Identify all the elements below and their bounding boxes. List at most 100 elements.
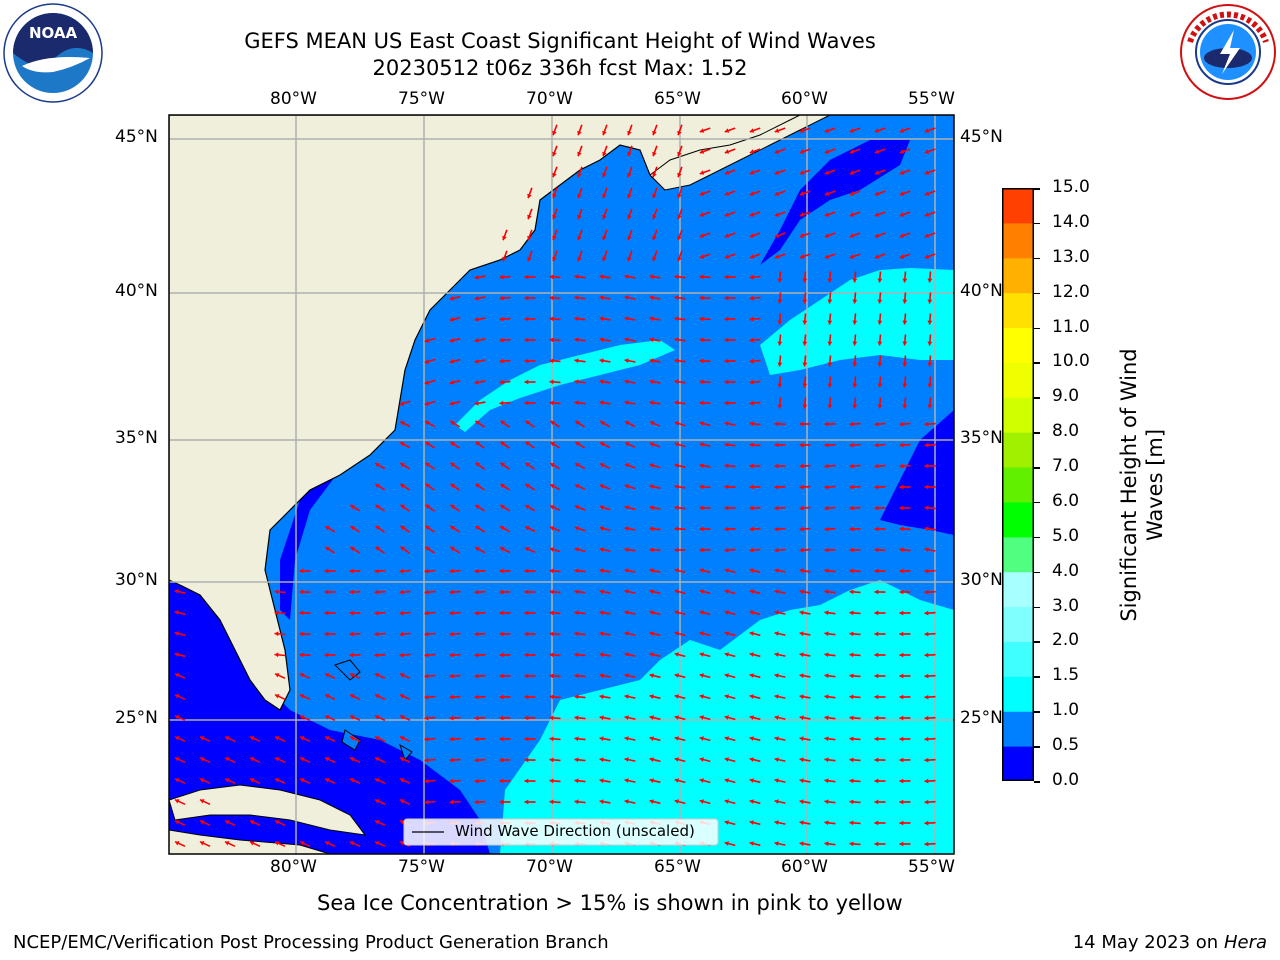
wind-wave-arrowhead — [524, 757, 529, 763]
nova-scotia-land — [649, 115, 831, 191]
wind-wave-arrowhead — [574, 547, 579, 552]
wind-wave-arrowhead — [699, 379, 704, 385]
wind-wave-arrowhead — [774, 736, 779, 741]
colorbar-tick-mark — [1034, 571, 1040, 574]
colorbar-tick-label: 8.0 — [1052, 421, 1080, 442]
wind-wave-arrowhead — [325, 736, 330, 741]
wind-wave-arrowhead — [924, 568, 929, 574]
wind-wave-arrowhead — [877, 383, 883, 388]
wind-wave-arrowhead — [777, 320, 783, 325]
wind-wave-arrowhead — [349, 568, 354, 574]
wind-wave-arrowhead — [902, 299, 908, 304]
colorbar-tick-label: 1.5 — [1052, 665, 1080, 686]
wind-wave-arrowhead — [649, 736, 654, 741]
wind-wave-arrowhead — [724, 421, 729, 426]
wind-wave-arrowhead — [749, 254, 755, 259]
wind-wave-arrowhead — [874, 778, 879, 784]
wind-wave-arrowhead — [899, 631, 904, 637]
wind-wave-arrowhead — [849, 128, 855, 133]
wind-wave-arrowhead — [699, 400, 704, 406]
colorbar-tick-label: 1.0 — [1052, 700, 1080, 721]
wind-wave-arrowhead — [874, 484, 879, 490]
wind-wave-arrowhead — [350, 546, 355, 551]
wind-wave-arrowhead — [524, 316, 529, 322]
caribbean-land — [169, 829, 331, 854]
wind-wave-arrowhead — [450, 525, 455, 531]
wind-wave-arrowhead — [899, 128, 905, 133]
wind-wave-arrowhead — [424, 757, 429, 763]
wind-wave-arrowhead — [424, 778, 429, 784]
sea-region-1-1.5m-central — [455, 340, 675, 432]
lat-tick-right: 45°N — [960, 127, 1003, 147]
wind-wave-arrowhead — [325, 841, 330, 846]
wind-wave-arrowhead — [799, 254, 805, 259]
wind-wave-arrowhead — [499, 379, 504, 385]
wind-wave-arrowhead — [549, 337, 554, 343]
colorbar — [1002, 188, 1034, 781]
wind-wave-arrowhead — [724, 254, 730, 259]
lat-tick-left: 30°N — [115, 570, 158, 590]
wind-wave-arrowhead — [549, 379, 554, 385]
wind-wave-arrowhead — [902, 362, 908, 367]
wind-wave-arrowhead — [599, 694, 604, 700]
wind-wave-arrowhead — [849, 694, 854, 700]
wind-wave-arrowhead — [724, 673, 729, 678]
wind-wave-arrowhead — [799, 589, 804, 595]
lat-tick-right: 35°N — [960, 428, 1003, 448]
wind-wave-arrowhead — [524, 610, 529, 616]
wind-wave-arrowhead — [350, 841, 355, 846]
wind-wave-arrowhead — [524, 799, 529, 805]
wind-wave-arrowhead — [799, 505, 804, 511]
wind-wave-arrowhead — [175, 736, 180, 741]
wind-wave-arrowhead — [899, 820, 904, 826]
wind-wave-arrowhead — [924, 254, 930, 259]
wind-wave-arrowhead — [225, 841, 230, 846]
wind-wave-arrowhead — [599, 295, 604, 301]
wind-wave-arrowhead — [400, 484, 405, 489]
colorbar-segment — [1002, 432, 1034, 468]
wind-wave-arrowhead — [799, 484, 804, 490]
wind-wave-arrowhead — [849, 505, 854, 511]
wind-wave-arrowhead — [902, 341, 908, 346]
wind-wave-arrowhead — [924, 820, 929, 826]
wind-wave-arrowhead — [899, 212, 905, 217]
wind-wave-arrowhead — [599, 337, 604, 343]
wind-wave-arrowhead — [824, 442, 829, 448]
wind-wave-arrowhead — [550, 420, 555, 425]
wind-wave-arrowhead — [874, 841, 879, 847]
wind-wave-arrowhead — [450, 504, 455, 509]
lon-tick-top: 70°W — [526, 89, 573, 109]
wind-wave-arrowhead — [549, 589, 554, 595]
wind-wave-arrowhead — [524, 715, 529, 721]
wind-wave-arrowhead — [777, 278, 783, 283]
wind-wave-arrowhead — [374, 610, 379, 616]
wind-wave-arrowhead — [602, 172, 607, 178]
wind-wave-arrowhead — [874, 128, 880, 133]
wind-wave-arrowhead — [874, 820, 879, 826]
wind-wave-arrowhead — [777, 299, 783, 304]
wind-wave-arrowhead — [400, 799, 405, 804]
colorbar-tick-label: 7.0 — [1052, 456, 1080, 477]
colorbar-segment — [1002, 467, 1034, 503]
wind-wave-arrowhead — [499, 358, 504, 364]
wind-wave-arrowhead — [400, 463, 405, 468]
wind-wave-arrowhead — [802, 299, 808, 304]
wind-wave-arrowhead — [400, 841, 405, 846]
wind-wave-arrowhead — [874, 421, 879, 427]
map-legend — [403, 818, 719, 846]
wind-wave-arrowhead — [824, 589, 829, 595]
wind-wave-arrowhead — [899, 610, 904, 616]
wind-wave-arrowhead — [300, 841, 305, 846]
wind-wave-arrowhead — [175, 757, 180, 762]
wind-wave-arrowhead — [549, 652, 554, 658]
wind-wave-arrowhead — [300, 757, 305, 762]
wind-wave-arrowhead — [350, 694, 355, 699]
wind-wave-arrowhead — [924, 799, 929, 805]
wind-wave-arrowhead — [849, 757, 854, 763]
wind-wave-arrowhead — [652, 172, 657, 178]
wind-wave-arrowhead — [300, 778, 305, 783]
wind-wave-arrowhead — [449, 589, 454, 595]
wind-wave-arrowhead — [449, 652, 454, 658]
wind-wave-arrowhead — [802, 278, 808, 283]
wind-wave-arrowhead — [577, 235, 582, 241]
